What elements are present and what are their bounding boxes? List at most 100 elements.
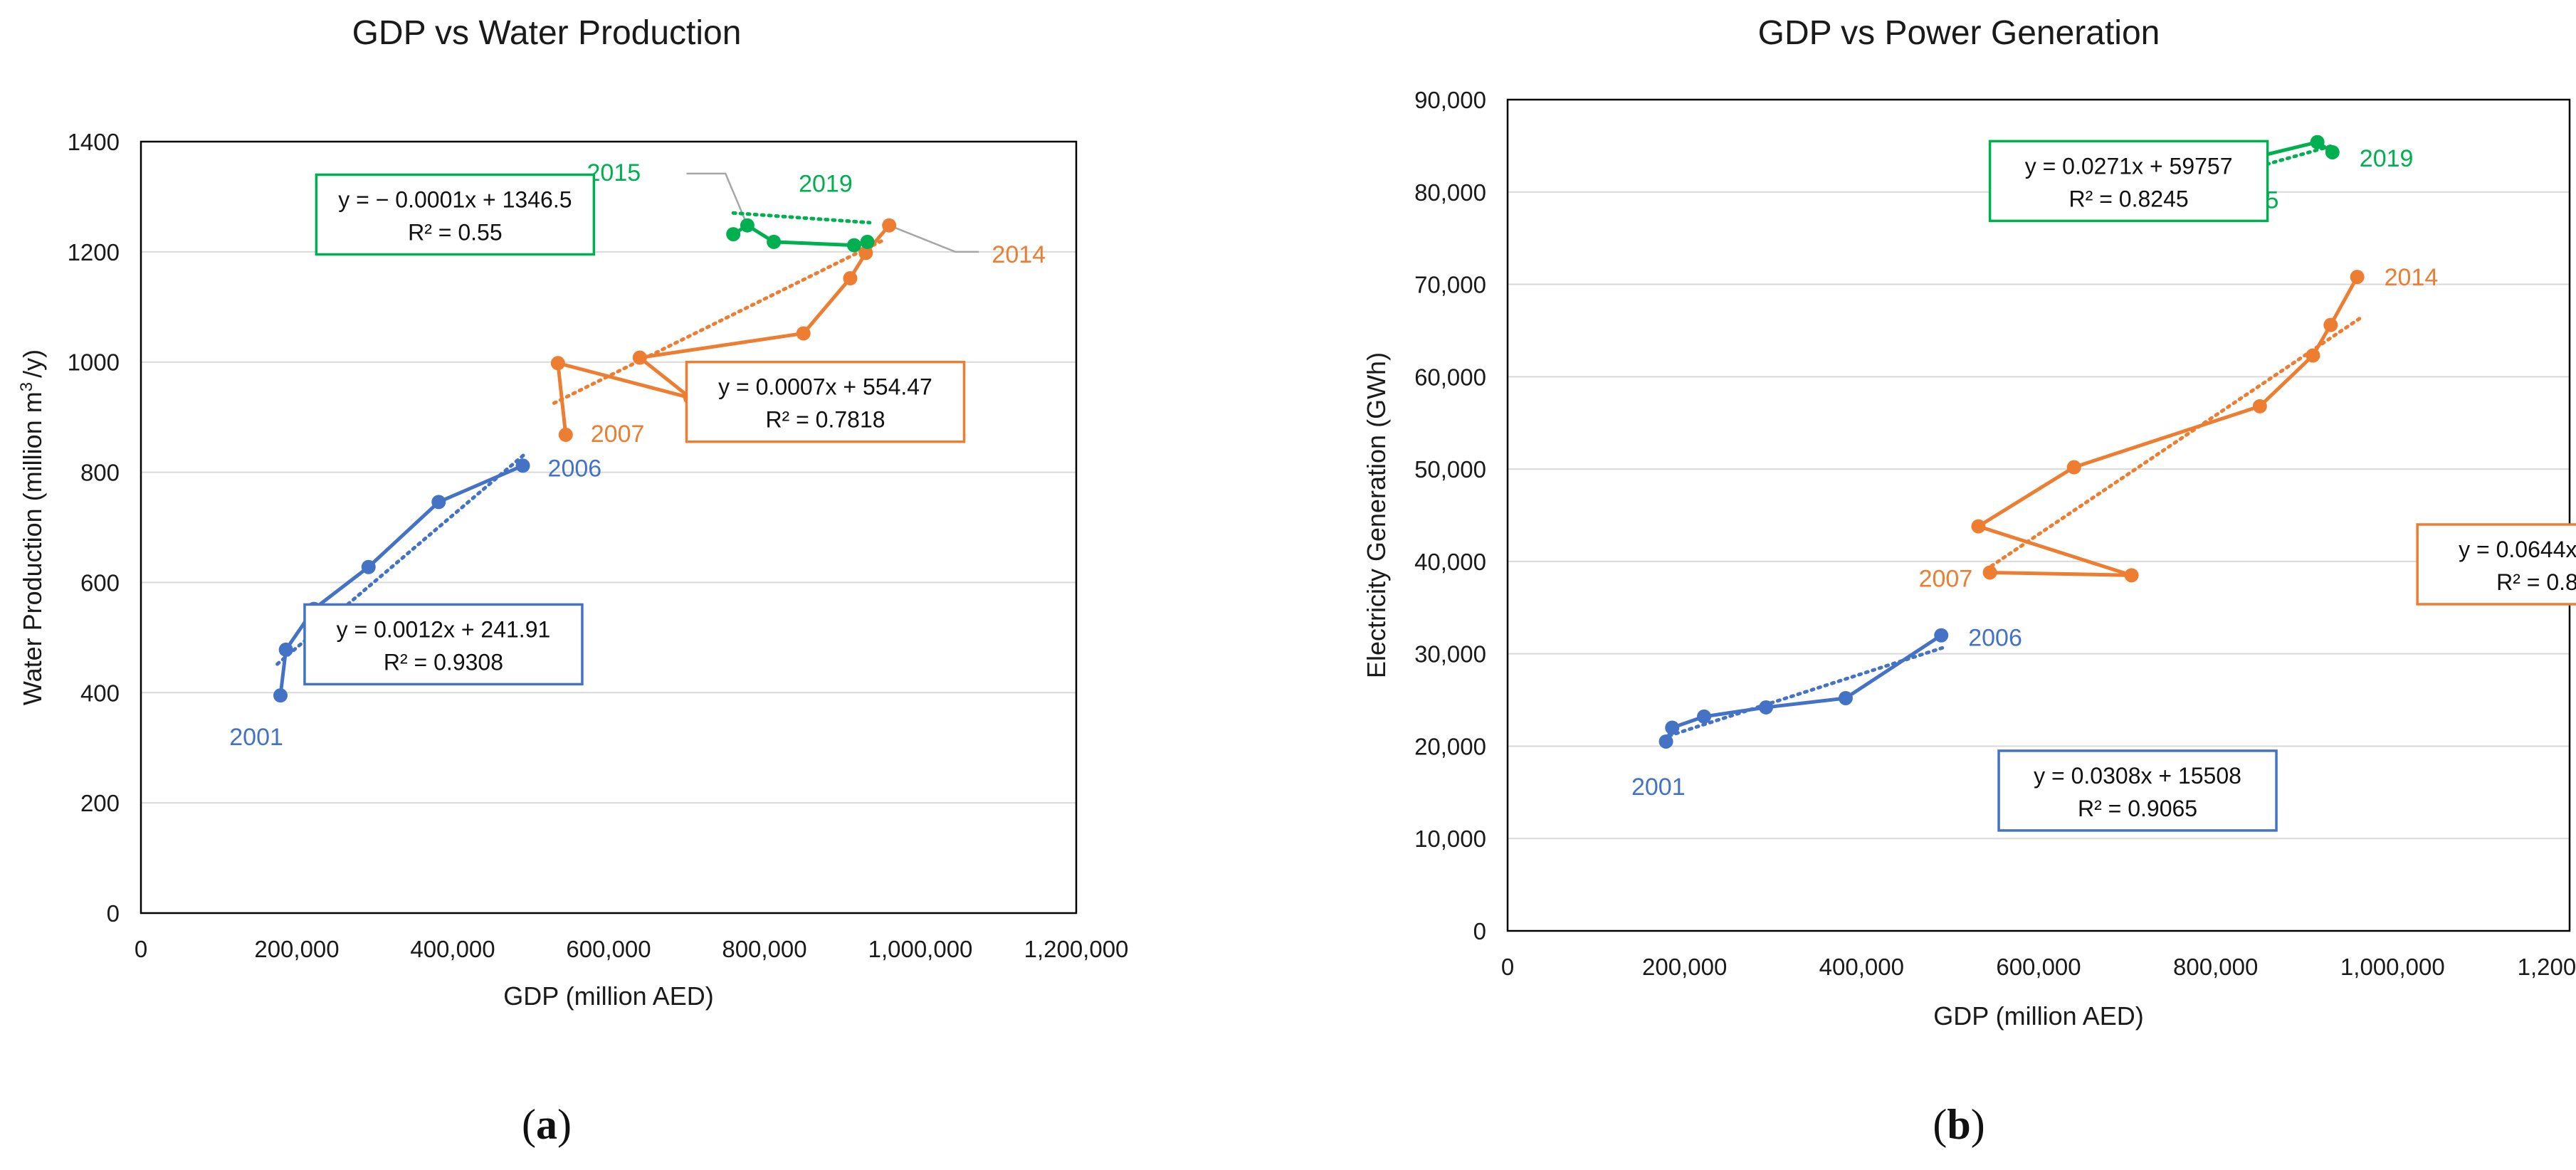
- series-blue: 2001 2006 y = 0.0308x + 15508 R² = 0.9065: [1631, 625, 2278, 832]
- year-label: 2006: [548, 455, 602, 482]
- data-point-orange: [2306, 348, 2320, 363]
- data-point-blue: [1934, 628, 1949, 643]
- trend-equation: y = 0.0012x + 241.91: [337, 616, 551, 642]
- trendline-orange: [1983, 315, 2364, 572]
- y-tick-label: 10,000: [1414, 826, 1486, 852]
- y-tick-label: 70,000: [1414, 272, 1486, 298]
- year-label: 2001: [1631, 774, 1686, 801]
- x-tick-label: 1,200,000: [2518, 954, 2576, 980]
- equation-box-blue: [1997, 749, 2278, 832]
- data-point-orange: [1982, 565, 1997, 580]
- year-label: 2006: [1968, 625, 2022, 652]
- panel-label-open: (: [1933, 1101, 1947, 1148]
- trend-r-squared: R² = 0.8175: [2496, 569, 2576, 595]
- data-point-blue: [1697, 709, 1712, 724]
- series-line-orange: [1976, 275, 2359, 577]
- x-axis-label: GDP (million AED): [1933, 1001, 2143, 1031]
- x-tick-label: 0: [1501, 954, 1514, 980]
- panel-label: (b): [1933, 1101, 1984, 1148]
- data-point-orange: [882, 218, 897, 233]
- plot-area-border: [140, 140, 1078, 915]
- data-point-blue: [515, 458, 530, 473]
- trend-equation: y = 0.0007x + 554.47: [718, 374, 932, 400]
- x-tick-label: 400,000: [1819, 954, 1904, 980]
- year-label: 2007: [591, 421, 645, 448]
- x-tick-label: 1,000,000: [868, 936, 973, 962]
- trend-r-squared: R² = 0.9308: [384, 649, 503, 675]
- annotation-leader-line: [686, 172, 749, 226]
- y-tick-label: 80,000: [1414, 179, 1486, 206]
- y-tick-label: 0: [107, 900, 120, 927]
- data-point-orange: [2252, 399, 2267, 413]
- data-point-orange: [558, 427, 573, 442]
- data-point-green: [846, 238, 861, 253]
- data-point-blue: [431, 495, 446, 510]
- trend-equation: y = 0.0271x + 59757: [2025, 153, 2233, 179]
- equation-box-orange: [2416, 523, 2576, 606]
- y-axis-label: Water Production (million m3/y): [17, 349, 48, 705]
- trend-equation: y = − 0.0001x + 1346.5: [338, 186, 572, 212]
- x-tick-label: 200,000: [1642, 954, 1727, 980]
- data-point-orange: [2066, 460, 2081, 475]
- data-point-blue: [278, 642, 293, 657]
- series-orange: 2007 2014 y = 0.0644x + 4299 R² = 0.8175: [1919, 264, 2576, 606]
- x-tick-label: 600,000: [1996, 954, 2081, 980]
- year-label: 2019: [2360, 145, 2414, 172]
- series-green: 2015 2019 y = − 0.0001x + 1346.5 R² = 0.55: [315, 159, 875, 256]
- x-tick-label: 400,000: [410, 936, 495, 962]
- y-tick-label: 0: [1473, 918, 1486, 944]
- year-label: 2015: [587, 159, 641, 186]
- data-point-green: [2310, 135, 2325, 149]
- y-tick-label: 40,000: [1414, 549, 1486, 575]
- data-point-green: [726, 227, 741, 242]
- data-point-orange: [2124, 568, 2139, 583]
- equation-box-green: [1988, 139, 2269, 223]
- data-point-green: [767, 234, 782, 249]
- trend-r-squared: R² = 0.9065: [2078, 796, 2197, 821]
- trendline-blue: [275, 450, 529, 666]
- series-orange: 2007 2014 y = 0.0007x + 554.47 R² = 0.7818: [550, 218, 1046, 448]
- year-label: 2014: [992, 241, 1046, 268]
- data-point-green: [2325, 144, 2340, 159]
- panel-label-close: ): [1971, 1101, 1985, 1148]
- y-tick-label: 800: [80, 460, 120, 486]
- trend-r-squared: R² = 0.7818: [765, 407, 885, 433]
- series-line-blue: [1664, 633, 1942, 742]
- data-point-blue: [1838, 690, 1853, 705]
- trend-r-squared: R² = 0.55: [408, 219, 503, 245]
- y-tick-label: 60,000: [1414, 364, 1486, 390]
- panel-label-letter: b: [1947, 1101, 1970, 1148]
- equation-box-green: [315, 173, 596, 256]
- x-tick-label: 1,000,000: [2340, 954, 2445, 980]
- series-blue: 2001 2006 y = 0.0012x + 241.91 R² = 0.9308: [229, 450, 602, 751]
- y-tick-label: 50,000: [1414, 456, 1486, 483]
- data-point-orange: [858, 246, 873, 260]
- panel-label-close: ): [557, 1101, 572, 1148]
- chart-title: GDP vs Water Production: [352, 14, 742, 52]
- y-tick-label: 600: [80, 569, 120, 596]
- trend-equation: y = 0.0308x + 15508: [2034, 763, 2241, 789]
- data-point-green: [740, 218, 755, 233]
- y-tick-label: 1200: [68, 239, 120, 265]
- equation-box-orange: [685, 360, 966, 443]
- y-tick-label: 400: [80, 680, 120, 706]
- year-label: 2019: [799, 171, 853, 198]
- trend-equation: y = 0.0644x + 4299: [2459, 537, 2576, 562]
- plot-area-border: [1506, 98, 2571, 932]
- data-point-orange: [2323, 317, 2338, 332]
- x-tick-label: 600,000: [566, 936, 651, 962]
- y-axis-label: Electricity Generation (GWh): [1362, 352, 1391, 678]
- equation-box-blue: [303, 603, 584, 686]
- y-tick-label: 30,000: [1414, 641, 1486, 668]
- panel-label-open: (: [522, 1101, 536, 1148]
- data-point-blue: [1658, 734, 1673, 749]
- year-label: 2001: [229, 724, 283, 751]
- year-label: 2007: [1919, 565, 1973, 592]
- y-axis-label-end: /y): [18, 349, 47, 378]
- x-tick-label: 0: [135, 936, 147, 962]
- y-tick-label: 20,000: [1414, 733, 1486, 759]
- data-point-orange: [1971, 519, 1986, 534]
- series-line-blue: [278, 463, 524, 696]
